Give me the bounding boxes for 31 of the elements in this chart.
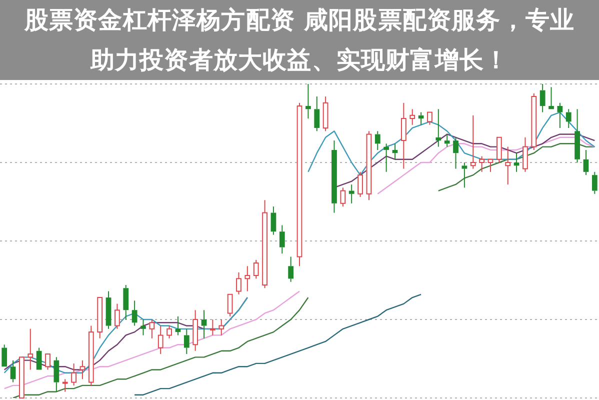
candlestick — [132, 300, 138, 326]
candlestick — [453, 136, 458, 170]
candlestick — [106, 290, 112, 330]
candlestick — [279, 224, 285, 254]
candlestick — [348, 184, 354, 204]
candlestick — [201, 310, 207, 339]
candlestick — [54, 356, 60, 392]
candlestick — [314, 96, 320, 132]
candlestick — [566, 108, 572, 128]
candlestick — [2, 344, 8, 367]
candlestick — [540, 84, 546, 113]
candlestick — [592, 171, 598, 194]
candlestick — [444, 134, 450, 148]
candlestick — [548, 86, 554, 110]
candlestick — [270, 206, 276, 236]
candlestick — [140, 319, 146, 336]
chart-title: 股票资金杠杆泽杨方配资 咸阳股票配资服务，专业助力投资者放大收益、实现财富增长！ — [24, 5, 576, 76]
candlestick — [123, 284, 129, 320]
candlestick — [436, 108, 442, 148]
candlestick — [374, 130, 380, 150]
candlestick — [462, 162, 468, 188]
candlestick — [332, 140, 337, 214]
candlestick — [574, 108, 580, 163]
candlestick — [557, 102, 563, 128]
candlestick — [305, 84, 311, 120]
candlestick — [288, 256, 294, 282]
candlestick — [384, 143, 390, 172]
candlestick — [10, 360, 16, 383]
candlestick — [583, 149, 589, 176]
candlestick — [36, 347, 42, 370]
candlestick — [184, 328, 190, 355]
